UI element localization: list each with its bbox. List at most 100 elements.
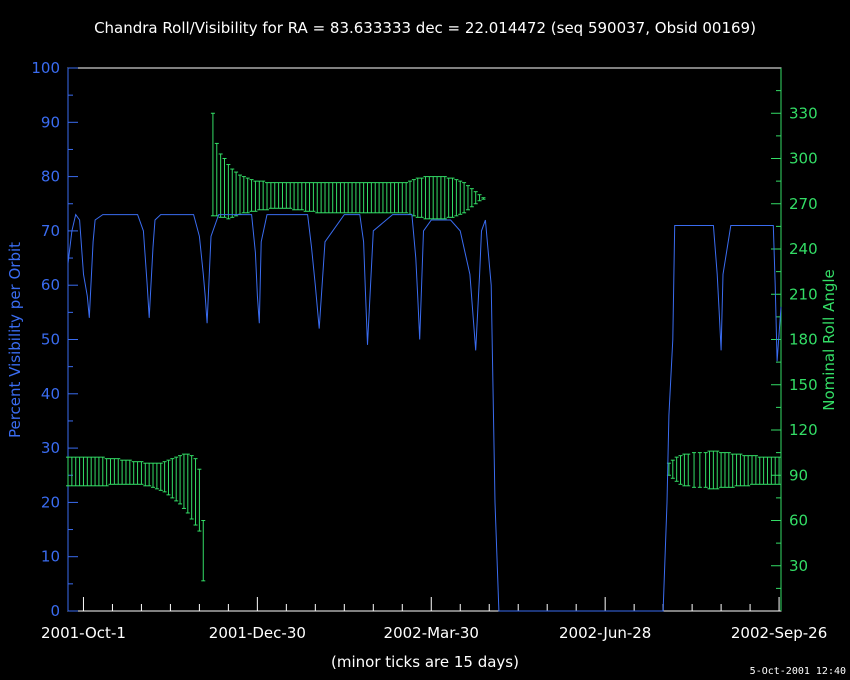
roll-error-bar	[423, 176, 428, 220]
roll-error-bar	[104, 458, 109, 487]
roll-error-bar	[210, 112, 215, 217]
roll-error-bar	[365, 182, 370, 214]
roll-error-bar	[750, 455, 755, 485]
roll-error-bar	[108, 458, 113, 485]
roll-error-bar	[334, 182, 339, 214]
roll-error-bar	[66, 456, 70, 487]
roll-error-bar	[703, 452, 708, 488]
roll-error-bar	[143, 462, 148, 487]
roll-error-bar	[222, 158, 227, 218]
roll-error-bar	[116, 458, 121, 485]
roll-error-bar	[415, 177, 420, 218]
roll-error-bar	[392, 182, 397, 214]
right-tick-label: 90	[789, 466, 808, 484]
chart-title: Chandra Roll/Visibility for RA = 83.6333…	[94, 19, 756, 37]
roll-error-bar	[722, 452, 727, 488]
roll-error-bar	[369, 182, 374, 214]
roll-error-bar	[670, 459, 675, 479]
roll-error-bar	[481, 197, 486, 200]
left-axis-label: Percent Visibility per Orbit	[6, 242, 24, 438]
right-axis-ticks: 30 60 90 120 150 180 210 240 270 300 330	[771, 90, 818, 589]
roll-error-bar	[120, 459, 125, 485]
roll-error-bar	[311, 182, 316, 212]
roll-error-bar	[377, 182, 382, 214]
roll-error-bar	[765, 456, 770, 485]
roll-error-bar	[469, 188, 474, 208]
roll-error-bar	[151, 462, 156, 488]
right-tick-label: 210	[789, 285, 818, 303]
roll-error-bar	[292, 182, 297, 211]
left-tick-label: 10	[41, 548, 60, 566]
roll-error-bar	[388, 182, 393, 214]
roll-error-bar	[734, 453, 739, 487]
roll-error-bar	[174, 456, 179, 502]
roll-error-bar	[711, 450, 716, 490]
roll-error-bar	[189, 455, 194, 520]
x-axis-ticks: 2001-Oct-1 2001-Dec-30 2002-Mar-30 2002-Jun…	[41, 597, 827, 642]
roll-error-bar	[288, 182, 293, 209]
roll-error-bar	[185, 453, 190, 514]
roll-error-bar	[193, 458, 198, 526]
roll-error-bar	[135, 461, 140, 485]
roll-error-bar	[338, 182, 343, 214]
roll-error-bar	[326, 182, 331, 214]
roll-error-bar	[777, 456, 782, 485]
roll-error-bar	[477, 194, 482, 202]
roll-error-bar	[218, 153, 223, 218]
roll-error-bar	[112, 458, 117, 485]
roll-error-bar	[730, 453, 735, 488]
roll-error-bar	[330, 182, 335, 214]
roll-error-bar	[100, 456, 105, 487]
left-tick-label: 40	[41, 385, 60, 403]
roll-error-bar	[241, 176, 246, 214]
left-axis-ticks: 0 10 20 30 40 50 60 70 80 90 100	[31, 59, 78, 620]
roll-error-bar	[446, 177, 451, 218]
roll-error-bar	[769, 456, 774, 485]
roll-error-bar	[299, 182, 304, 211]
roll-error-bar	[69, 456, 74, 487]
roll-error-bar	[707, 450, 712, 490]
left-tick-label: 70	[41, 222, 60, 240]
roll-error-bar	[682, 453, 687, 487]
roll-error-bar	[89, 456, 94, 487]
roll-error-bar	[753, 455, 758, 485]
roll-error-bar	[462, 182, 467, 214]
roll-error-bar	[307, 182, 312, 212]
x-tick-label: 2001-Oct-1	[41, 624, 126, 642]
roll-error-bar	[178, 455, 183, 505]
roll-error-bar	[396, 182, 401, 214]
roll-error-bar	[473, 191, 478, 205]
roll-error-bar	[384, 182, 389, 214]
roll-error-bar	[170, 458, 175, 499]
roll-error-bar	[761, 456, 766, 485]
x-tick-label: 2002-Mar-30	[384, 624, 479, 642]
roll-error-bar	[81, 456, 86, 487]
roll-error-bar	[350, 182, 355, 214]
roll-error-bar	[715, 450, 720, 490]
roll-error-bar	[465, 185, 470, 211]
roll-error-bar	[139, 461, 144, 485]
x-tick-label: 2002-Sep-26	[731, 624, 827, 642]
roll-error-bar	[738, 453, 743, 487]
roll-error-bar	[674, 456, 679, 482]
roll-error-bar	[131, 461, 136, 485]
roll-error-bar	[686, 453, 691, 487]
roll-error-bar	[353, 182, 358, 214]
roll-error-bar	[245, 177, 250, 214]
roll-error-bar	[261, 180, 266, 211]
roll-error-bar	[123, 459, 128, 485]
roll-error-bar	[458, 180, 463, 215]
left-tick-label: 60	[41, 276, 60, 294]
roll-error-bar	[226, 164, 231, 220]
roll-error-bar	[214, 142, 219, 217]
roll-error-bar	[697, 452, 702, 488]
roll-error-bar	[419, 177, 424, 218]
roll-error-bar	[380, 182, 385, 214]
roll-error-bar	[77, 456, 82, 487]
roll-error-bar	[757, 456, 762, 485]
left-tick-label: 20	[41, 493, 60, 511]
roll-error-bar	[357, 182, 362, 214]
roll-error-bar	[73, 456, 78, 487]
roll-error-bar	[272, 182, 277, 209]
x-axis-label: (minor ticks are 15 days)	[331, 653, 519, 671]
